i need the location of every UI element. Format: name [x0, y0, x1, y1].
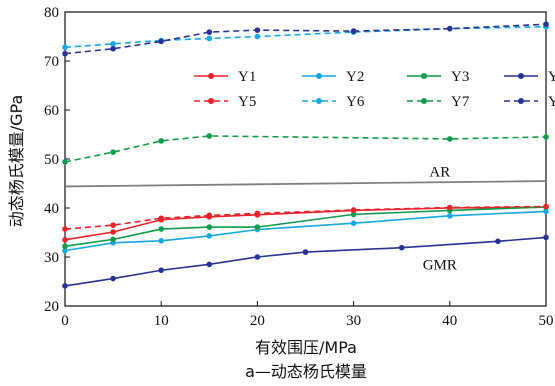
data-point-y5: [254, 210, 261, 217]
data-point-y4: [254, 254, 261, 260]
data-point-y7: [206, 133, 213, 139]
legend: Y1 Y2 Y3 Y4 Y5 Y6 Y7 Y8: [194, 69, 555, 110]
data-point-y7: [62, 159, 68, 165]
data-point-y4: [495, 238, 501, 245]
data-point-y3: [62, 243, 68, 250]
y-tick-label: 50: [44, 152, 59, 168]
data-point-y8: [158, 38, 164, 45]
series-line-y7: [64, 135, 547, 163]
reference-line-ar: [64, 180, 547, 188]
legend-label-y5: Y5: [238, 94, 256, 110]
y-tick-label: 40: [44, 201, 59, 217]
series-line-y6: [64, 25, 547, 49]
x-tick-label: 50: [539, 313, 554, 329]
y-axis-label: 动态杨氏模量/GPa: [7, 95, 26, 228]
data-point-y4: [398, 244, 405, 251]
data-point-y2: [206, 233, 213, 239]
data-point-y5: [543, 203, 549, 210]
annotation-gmr: GMR: [423, 257, 457, 273]
data-point-y1: [110, 229, 116, 235]
data-point-y7: [447, 136, 453, 142]
data-point-y8: [206, 29, 213, 35]
y-tick-label: 30: [44, 250, 59, 266]
data-point-y5: [447, 204, 453, 211]
data-point-y3: [158, 226, 164, 232]
legend-marker-y4: [518, 73, 524, 79]
data-point-y7: [158, 138, 164, 144]
data-point-y8: [447, 25, 453, 32]
data-point-y2: [350, 220, 357, 226]
legend-label-y6: Y6: [346, 94, 365, 110]
data-point-y4: [302, 249, 309, 255]
x-axis-label: 有效围压/MPa: [255, 338, 357, 357]
legend-marker-y1: [208, 73, 214, 79]
series-group: [62, 21, 549, 289]
data-point-y3: [206, 224, 213, 230]
data-point-y7: [543, 134, 549, 140]
legend-label-y2: Y2: [346, 69, 364, 85]
series-line-y2: [64, 210, 547, 252]
data-point-y4: [543, 234, 549, 241]
figure-caption: a—动态杨氏模量: [245, 362, 367, 381]
data-point-y5: [110, 222, 116, 228]
axes: 0 10 20 30 40 50 20 30 40 50 60 70 80: [44, 5, 554, 329]
plot-frame: [64, 11, 547, 307]
legend-label-y7: Y7: [451, 94, 470, 110]
x-tick-label: 30: [346, 313, 361, 329]
data-point-y2: [543, 208, 549, 215]
x-tick-label: 0: [61, 313, 69, 329]
legend-marker-y6: [316, 98, 322, 104]
y-tick-label: 80: [44, 5, 59, 21]
legend-label-y3: Y3: [451, 69, 469, 85]
y-tick-label: 70: [44, 54, 59, 70]
data-point-y8: [110, 45, 116, 52]
annotations: AR GMR: [423, 164, 457, 273]
data-point-y3: [350, 211, 357, 218]
legend-label-y8: Y8: [548, 94, 555, 110]
series-line-y3: [64, 206, 547, 248]
data-point-y6: [62, 44, 68, 51]
reference-lines: [64, 180, 547, 188]
data-point-y2: [62, 247, 68, 254]
series-line-y8: [64, 23, 547, 55]
data-point-y8: [350, 28, 357, 34]
data-point-y5: [350, 207, 357, 213]
y-tick-label: 60: [44, 103, 59, 119]
data-point-y2: [158, 238, 164, 244]
x-tick-label: 10: [154, 313, 169, 329]
data-point-y2: [447, 213, 453, 219]
legend-marker-y8: [518, 98, 524, 104]
series-line-y1: [64, 206, 547, 241]
data-point-y6: [110, 41, 116, 47]
data-point-y7: [110, 149, 116, 155]
data-point-y1: [62, 237, 68, 243]
data-point-y5: [62, 226, 68, 232]
data-point-y3: [254, 224, 261, 230]
legend-marker-y3: [421, 73, 427, 79]
data-point-y6: [254, 33, 261, 40]
legend-marker-y5: [208, 98, 214, 104]
legend-label-y1: Y1: [238, 69, 256, 85]
data-point-y5: [206, 212, 213, 219]
y-tick-label: 20: [44, 299, 59, 315]
x-tick-label: 40: [442, 313, 457, 329]
data-point-y6: [206, 35, 213, 42]
data-point-y4: [62, 283, 68, 289]
annotation-ar: AR: [429, 164, 450, 180]
x-tick-label: 20: [250, 313, 265, 329]
legend-marker-y2: [316, 73, 322, 79]
data-point-y5: [158, 215, 164, 222]
data-point-y4: [158, 267, 164, 274]
data-point-y4: [110, 275, 116, 282]
data-point-y8: [543, 21, 549, 28]
data-point-y3: [110, 236, 116, 243]
data-point-y4: [206, 261, 213, 268]
series-line-y4: [64, 236, 547, 287]
data-point-y8: [254, 27, 261, 33]
legend-marker-y7: [421, 98, 427, 104]
data-point-y8: [62, 50, 68, 57]
legend-label-y4: Y4: [548, 69, 555, 85]
